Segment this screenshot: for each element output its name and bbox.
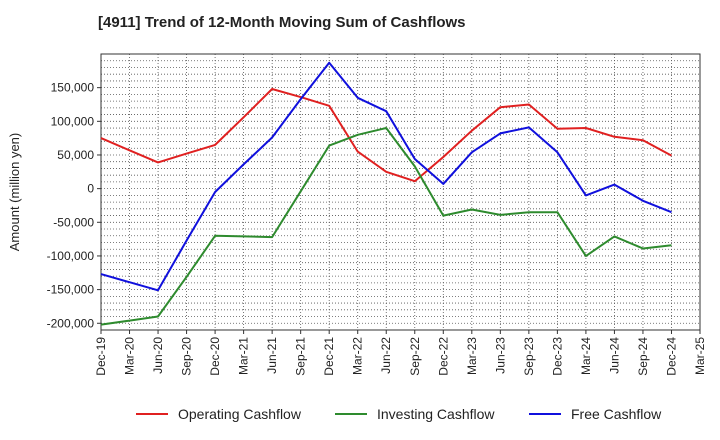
x-tick-label: Jun-22 [379, 337, 393, 374]
y-tick-label: -150,000 [47, 283, 95, 297]
y-axis-title: Amount (million yen) [7, 133, 22, 252]
legend-label-free-cashflow: Free Cashflow [571, 406, 662, 422]
x-tick-label: Dec-24 [664, 337, 678, 376]
x-tick-label: Sep-22 [408, 337, 422, 376]
x-tick-label: Sep-24 [636, 337, 650, 376]
x-tick-label: Jun-24 [607, 337, 621, 374]
legend: Operating Cashflow Investing Cashflow Free… [136, 406, 662, 422]
series-layer [100, 61, 672, 326]
x-tick-label: Dec-19 [94, 337, 108, 376]
x-tick-label: Dec-22 [436, 337, 450, 376]
chart-title: [4911] Trend of 12-Month Moving Sum of C… [98, 14, 466, 31]
y-tick-label: 0 [87, 182, 94, 196]
free-cashflow-line [100, 61, 672, 292]
x-tick-label: Dec-21 [322, 337, 336, 376]
y-tick-label: -100,000 [47, 249, 95, 263]
legend-label-operating-cashflow: Operating Cashflow [178, 406, 302, 422]
y-tick-label: 50,000 [57, 148, 94, 162]
x-tick-label: Mar-21 [237, 337, 251, 375]
operating-cashflow-line [100, 88, 672, 183]
y-tick-label: 100,000 [51, 114, 95, 128]
x-tick-label: Mar-20 [123, 337, 137, 375]
x-tick-label: Jun-20 [151, 337, 165, 374]
x-tick-label: Sep-20 [180, 337, 194, 376]
x-tick-label: Mar-22 [351, 337, 365, 375]
x-tick-label: Jun-21 [265, 337, 279, 374]
legend-label-investing-cashflow: Investing Cashflow [377, 406, 495, 422]
grid-layer [100, 53, 701, 331]
y-tick-label: 150,000 [51, 81, 95, 95]
y-tick-label: -200,000 [47, 316, 95, 330]
x-tick-label: Mar-24 [579, 337, 593, 375]
x-tick-label: Dec-23 [550, 337, 564, 376]
x-tick-label: Mar-25 [693, 337, 707, 375]
plot-frame [100, 53, 701, 331]
x-tick-label: Dec-20 [208, 337, 222, 376]
x-tick-label: Jun-23 [493, 337, 507, 374]
y-tick-label: -50,000 [53, 215, 94, 229]
x-tick-label: Sep-23 [522, 337, 536, 376]
axes: 150,000 100,000 50,000 0 -50,000 -100,000 -150… [7, 53, 707, 376]
investing-cashflow-line [100, 127, 672, 326]
x-tick-label: Mar-23 [465, 337, 479, 375]
x-tick-label: Sep-21 [294, 337, 308, 376]
